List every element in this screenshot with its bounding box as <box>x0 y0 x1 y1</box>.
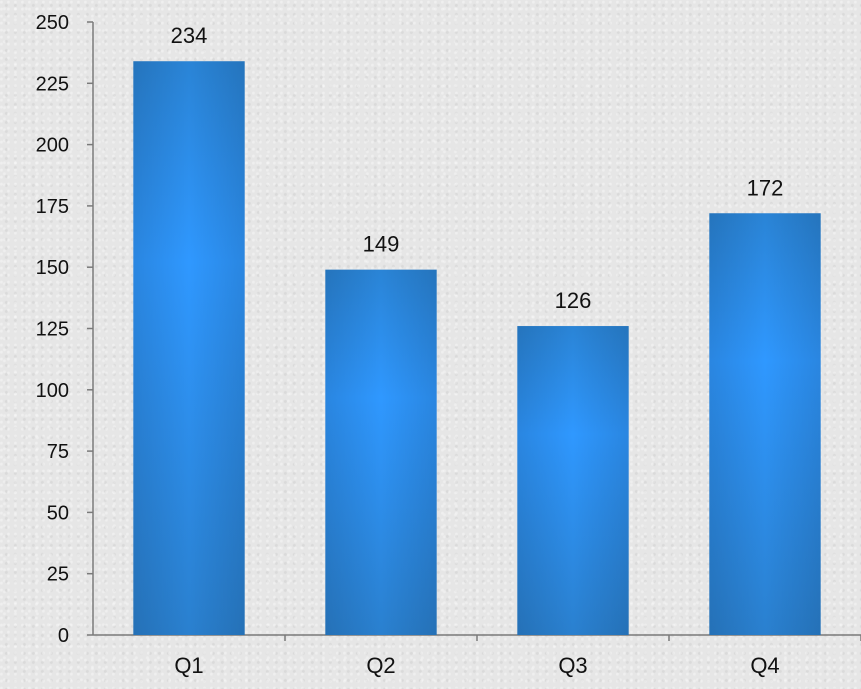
data-label: 172 <box>747 175 784 200</box>
y-tick-label: 200 <box>36 135 69 157</box>
y-tick-label: 75 <box>47 441 69 463</box>
y-tick-label: 125 <box>36 319 69 341</box>
x-tick-label: Q2 <box>366 653 395 678</box>
bar-shade-q3 <box>517 326 629 635</box>
data-labels: 234 149 126 172 <box>171 23 784 313</box>
data-label: 126 <box>555 288 592 313</box>
bar-shade-q2 <box>325 269 437 635</box>
data-label: 149 <box>363 232 400 257</box>
bars <box>133 61 821 636</box>
y-tick-label: 225 <box>36 73 69 95</box>
x-tick-label: Q4 <box>750 653 779 678</box>
y-axis: 0 25 50 75 100 125 150 175 200 225 250 <box>36 12 94 647</box>
y-tick-label: 25 <box>47 564 69 586</box>
bar-shade-q4 <box>709 213 821 636</box>
y-tick-label: 100 <box>36 380 69 402</box>
y-tick-label: 0 <box>58 625 69 647</box>
data-label: 234 <box>171 23 208 48</box>
x-tick-label: Q1 <box>174 653 203 678</box>
y-tick-label: 250 <box>36 12 69 34</box>
y-tick-label: 50 <box>47 502 69 524</box>
y-tick-label: 150 <box>36 257 69 279</box>
bar-shade-q1 <box>133 61 245 636</box>
y-tick-label: 175 <box>36 196 69 218</box>
x-tick-label: Q3 <box>558 653 587 678</box>
x-axis: Q1 Q2 Q3 Q4 <box>93 634 861 678</box>
